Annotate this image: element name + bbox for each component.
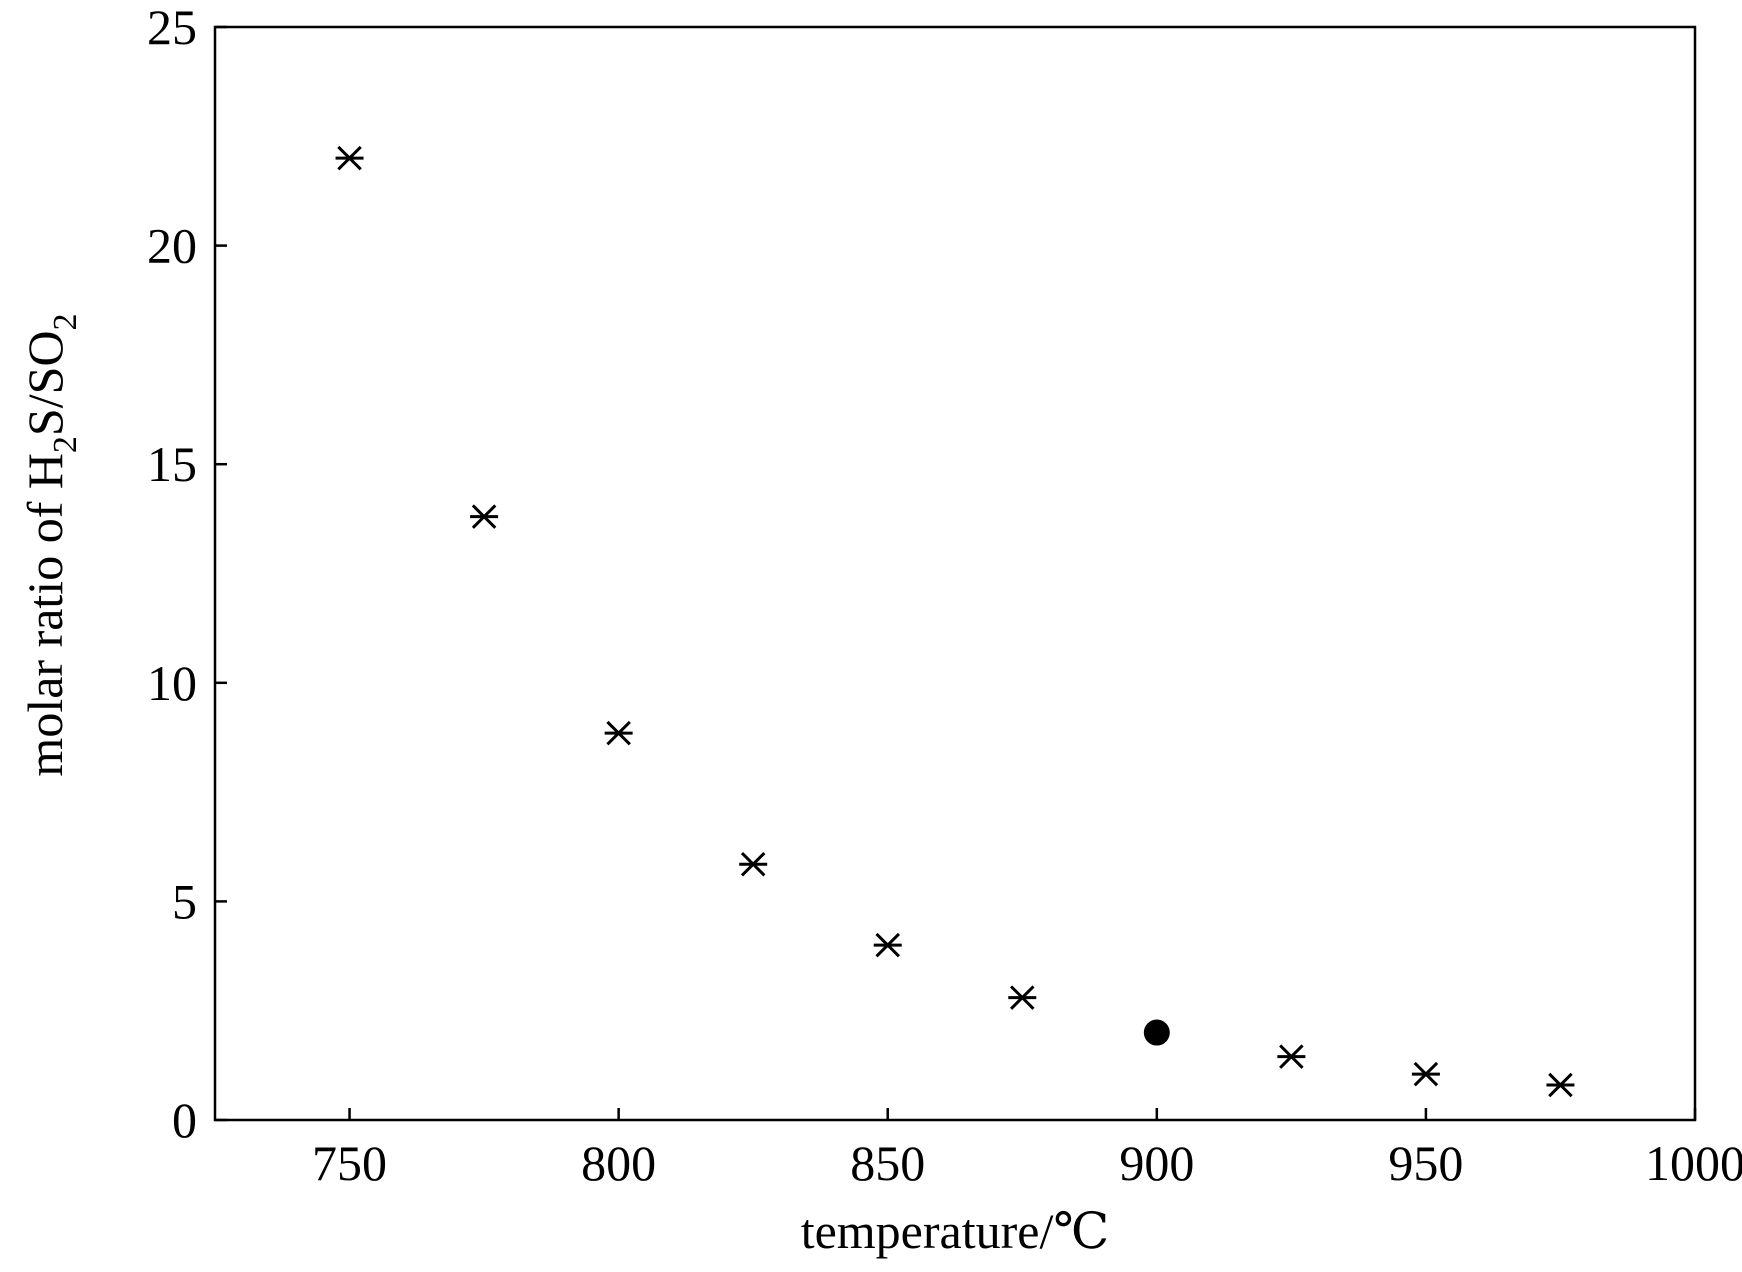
plot-frame bbox=[213, 25, 1697, 1122]
data-points bbox=[335, 145, 1575, 1098]
asterisk-point bbox=[604, 720, 633, 746]
x-tick-label: 800 bbox=[581, 1135, 656, 1191]
asterisk-point bbox=[470, 504, 499, 529]
asterisk-point bbox=[1546, 1072, 1575, 1098]
y-tick-label: 15 bbox=[147, 436, 197, 492]
asterisk-point bbox=[873, 932, 902, 958]
x-axis-ticks: 750 800 850 900 950 1000 bbox=[312, 1108, 1742, 1191]
x-tick-label: 850 bbox=[850, 1135, 925, 1191]
y-tick-label: 0 bbox=[172, 1092, 197, 1148]
x-tick-label: 750 bbox=[312, 1135, 387, 1191]
x-tick-label: 950 bbox=[1388, 1135, 1463, 1191]
x-tick-label: 900 bbox=[1119, 1135, 1194, 1191]
circle-point bbox=[1143, 1019, 1170, 1046]
x-axis-label: temperature/℃ bbox=[801, 1203, 1110, 1259]
y-tick-label: 10 bbox=[147, 655, 197, 711]
y-tick-label: 20 bbox=[147, 218, 197, 274]
asterisk-point bbox=[1411, 1061, 1440, 1087]
y-axis-ticks: 0 5 10 15 20 25 bbox=[147, 0, 227, 1148]
asterisk-point bbox=[335, 145, 364, 171]
asterisk-point bbox=[1008, 985, 1037, 1010]
x-tick-label: 1000 bbox=[1645, 1135, 1742, 1191]
y-axis-label: molar ratio of H2S/SO2 bbox=[17, 313, 84, 776]
y-tick-label: 25 bbox=[147, 0, 197, 55]
asterisk-point bbox=[1277, 1044, 1306, 1069]
y-tick-label: 5 bbox=[172, 873, 197, 929]
asterisk-point bbox=[739, 851, 768, 877]
